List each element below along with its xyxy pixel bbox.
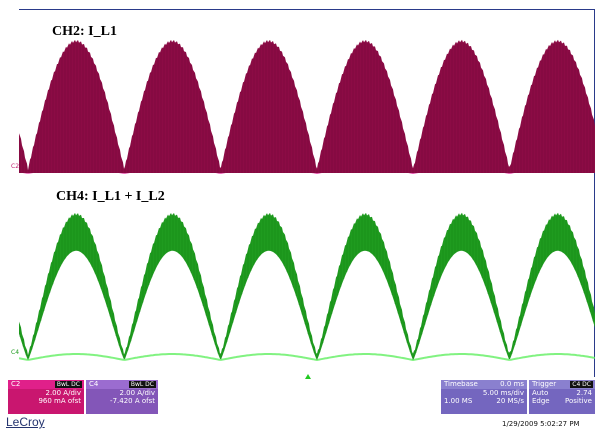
c4-offset: -7.420 A ofst	[110, 397, 155, 405]
c2-coupling-tag: BwL DC	[54, 381, 82, 388]
ch2-trace-label: CH2: I_L1	[52, 24, 117, 39]
ch4-waveform	[19, 212, 595, 362]
ch2-ground-marker: C2	[11, 163, 20, 170]
timebase-samples: 1.00 MS	[444, 397, 473, 405]
c2-channel-panel[interactable]: C2 BwL DC 2.00 A/div 960 mA ofst	[8, 380, 84, 414]
c2-offset: 960 mA ofst	[38, 397, 81, 405]
timebase-per-div: 5.00 ms/div	[482, 389, 524, 397]
lecroy-logo: LeCroy	[6, 415, 45, 429]
c2-name: C2	[11, 380, 21, 388]
c4-channel-panel[interactable]: C4 BwL DC 2.00 A/div -7.420 A ofst	[86, 380, 158, 414]
trigger-type: Edge	[532, 397, 550, 405]
ch4-ground-marker: C4	[11, 349, 20, 356]
trigger-title: Trigger	[532, 380, 557, 388]
scope-display: CH2: I_L1 CH4: I_L1 + I_L2	[19, 9, 595, 377]
timebase-panel[interactable]: Timebase 0.0 ms 5.00 ms/div 1.00 MS 20 M…	[441, 380, 527, 414]
c2-scale: 2.00 A/div	[45, 389, 82, 397]
trigger-panel[interactable]: Trigger C4 DC Auto 2.74 Edge Positive	[529, 380, 595, 414]
timebase-title: Timebase	[444, 380, 478, 388]
trigger-level: 2.74	[576, 389, 592, 397]
waveform-area	[19, 39, 595, 362]
capture-datetime: 1/29/2009 5:02:27 PM	[502, 420, 580, 428]
trigger-source-tag: C4 DC	[570, 381, 593, 388]
ch2-waveform	[19, 39, 595, 175]
trigger-position-icon[interactable]	[305, 374, 311, 379]
c4-scale: 2.00 A/div	[119, 389, 156, 397]
trigger-slope: Positive	[565, 397, 592, 405]
timebase-delay: 0.0 ms	[500, 380, 524, 388]
ch4-trace-label: CH4: I_L1 + I_L2	[56, 189, 165, 204]
c4-coupling-tag: BwL DC	[128, 381, 156, 388]
trigger-mode: Auto	[532, 389, 549, 397]
timebase-rate: 20 MS/s	[496, 397, 524, 405]
c4-name: C4	[89, 380, 99, 388]
